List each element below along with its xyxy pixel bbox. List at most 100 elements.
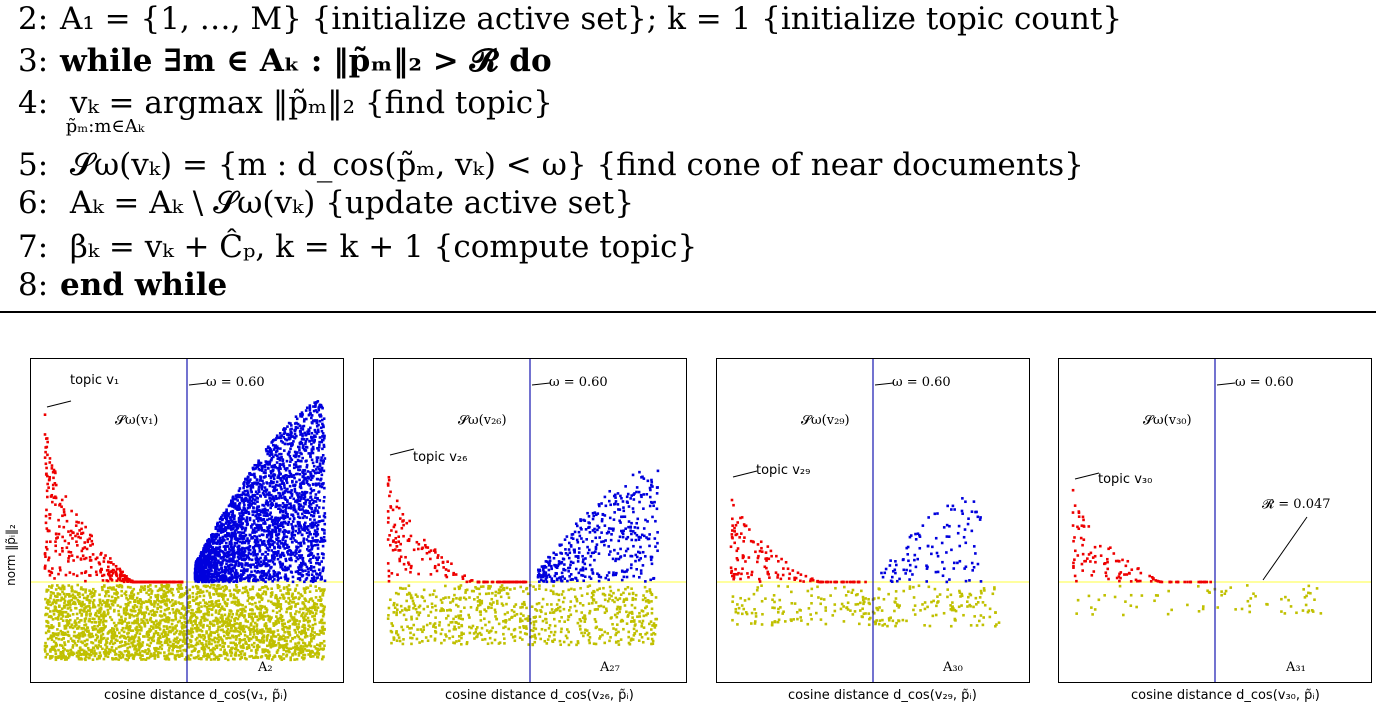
data-point xyxy=(275,537,278,541)
data-point xyxy=(292,646,295,650)
data-point xyxy=(321,609,325,613)
data-point xyxy=(281,458,284,461)
data-point xyxy=(267,569,271,573)
data-point xyxy=(314,402,317,406)
data-point xyxy=(299,593,303,596)
data-point xyxy=(225,586,229,589)
data-point xyxy=(114,570,118,574)
data-point xyxy=(174,612,178,615)
data-point xyxy=(197,558,200,562)
data-point xyxy=(268,513,272,516)
data-point xyxy=(49,591,53,594)
data-point xyxy=(60,505,63,509)
data-point xyxy=(77,535,80,539)
data-point xyxy=(245,497,248,501)
data-point xyxy=(231,511,235,515)
data-point xyxy=(321,438,325,442)
data-point xyxy=(266,552,270,556)
data-point xyxy=(323,522,327,526)
data-point xyxy=(236,555,240,559)
data-point xyxy=(202,569,205,573)
data-point xyxy=(257,462,261,466)
data-point xyxy=(63,648,66,651)
data-point xyxy=(209,544,213,548)
data-point xyxy=(295,545,298,549)
data-point xyxy=(253,612,257,616)
data-point xyxy=(249,486,253,490)
data-point xyxy=(114,596,117,600)
data-point xyxy=(216,622,219,625)
data-point xyxy=(147,656,151,660)
data-point xyxy=(276,533,280,536)
data-point xyxy=(215,547,218,550)
data-point xyxy=(269,471,273,475)
data-point xyxy=(168,589,172,593)
data-point xyxy=(276,557,280,561)
data-point xyxy=(266,587,270,591)
data-point xyxy=(67,584,71,587)
data-point xyxy=(316,543,320,547)
data-point xyxy=(50,467,54,470)
data-point xyxy=(274,594,278,597)
data-point xyxy=(271,575,274,578)
data-point xyxy=(168,600,172,604)
data-point xyxy=(311,536,314,540)
data-point xyxy=(271,440,274,443)
data-point xyxy=(80,627,83,630)
data-point xyxy=(238,613,242,617)
data-point xyxy=(316,428,320,432)
data-point xyxy=(209,652,213,656)
data-point xyxy=(305,531,309,535)
data-point xyxy=(287,474,290,478)
data-point xyxy=(312,532,316,536)
data-point xyxy=(112,636,115,640)
data-point xyxy=(310,421,314,424)
data-point xyxy=(322,556,325,560)
data-point xyxy=(321,432,325,435)
data-point xyxy=(272,622,275,625)
data-point xyxy=(64,610,68,614)
data-point xyxy=(269,566,272,570)
data-point xyxy=(256,646,259,650)
data-point xyxy=(182,593,186,597)
data-point xyxy=(100,614,104,618)
data-point xyxy=(315,576,319,580)
data-point xyxy=(61,655,64,658)
data-point xyxy=(64,633,68,636)
data-point xyxy=(44,514,48,518)
data-point xyxy=(237,654,241,657)
data-point xyxy=(243,503,246,507)
data-point xyxy=(249,575,253,578)
data-point xyxy=(300,565,303,569)
data-point xyxy=(244,562,248,566)
data-point xyxy=(248,501,251,505)
data-point xyxy=(269,543,272,546)
data-point xyxy=(315,458,319,462)
data-point xyxy=(90,534,93,538)
data-point xyxy=(217,551,221,555)
data-point xyxy=(304,634,308,637)
data-point xyxy=(204,580,208,584)
data-point xyxy=(221,585,225,589)
data-point xyxy=(271,474,274,477)
data-point xyxy=(271,469,274,473)
data-point xyxy=(62,587,66,591)
data-point xyxy=(111,568,115,572)
data-point xyxy=(298,448,301,452)
data-point xyxy=(288,454,292,458)
data-point xyxy=(206,584,210,588)
data-point xyxy=(204,617,207,621)
data-point xyxy=(287,437,291,441)
data-point xyxy=(250,484,253,487)
data-point xyxy=(269,591,273,595)
data-point xyxy=(244,526,248,530)
data-point xyxy=(66,612,70,616)
data-point xyxy=(85,651,88,655)
data-point xyxy=(315,421,319,425)
data-point xyxy=(235,526,239,530)
data-point xyxy=(45,508,48,512)
data-point xyxy=(48,585,51,588)
data-point xyxy=(243,549,247,553)
data-point xyxy=(300,452,303,456)
data-point xyxy=(247,551,251,555)
